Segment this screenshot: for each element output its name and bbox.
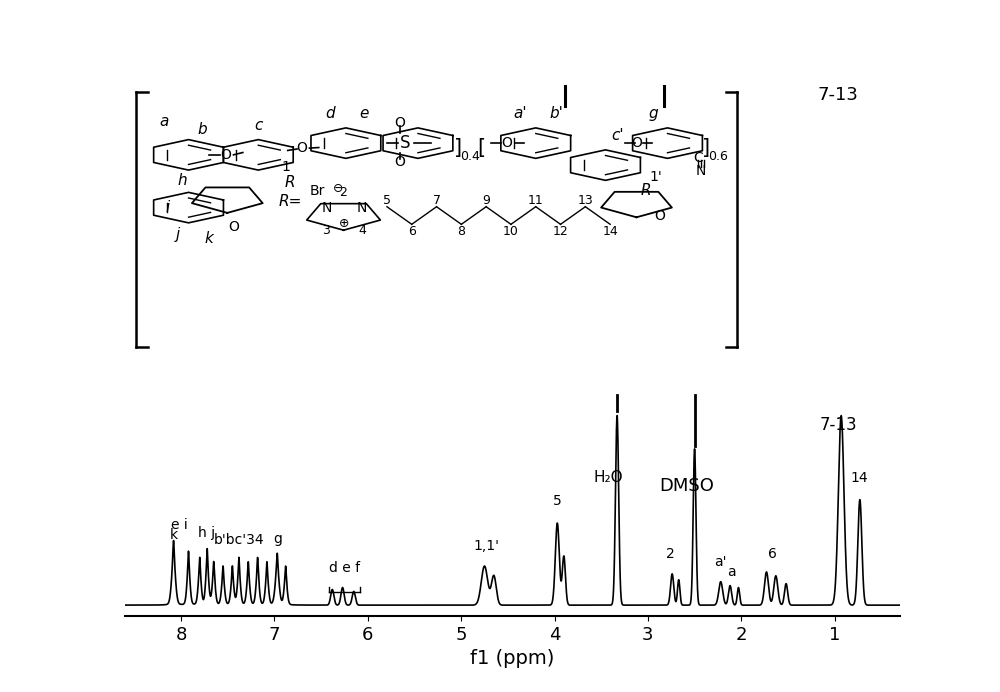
Text: 5: 5 bbox=[553, 494, 562, 509]
Text: 13: 13 bbox=[577, 194, 593, 208]
Text: DMSO: DMSO bbox=[660, 477, 715, 495]
Text: 5: 5 bbox=[383, 194, 391, 208]
X-axis label: f1 (ppm): f1 (ppm) bbox=[470, 649, 555, 668]
Text: j: j bbox=[176, 228, 180, 242]
Text: H₂O: H₂O bbox=[594, 470, 623, 485]
Text: 2: 2 bbox=[340, 185, 347, 199]
Text: g: g bbox=[273, 531, 282, 545]
Text: e i: e i bbox=[171, 518, 188, 532]
Text: 10: 10 bbox=[503, 225, 519, 238]
Text: a: a bbox=[728, 565, 736, 579]
Text: 7: 7 bbox=[433, 194, 441, 208]
Text: O: O bbox=[395, 116, 406, 129]
Text: g: g bbox=[649, 107, 658, 121]
Text: d e f: d e f bbox=[329, 561, 360, 575]
Text: C: C bbox=[694, 151, 703, 165]
Text: k: k bbox=[169, 527, 178, 542]
Text: N: N bbox=[696, 164, 706, 178]
Text: i: i bbox=[166, 200, 170, 215]
Text: 11: 11 bbox=[528, 194, 544, 208]
Text: O: O bbox=[395, 155, 406, 169]
Text: 14: 14 bbox=[602, 225, 618, 238]
Text: a: a bbox=[159, 113, 168, 129]
Text: O: O bbox=[220, 148, 231, 162]
Text: e: e bbox=[359, 107, 368, 121]
Text: b: b bbox=[198, 122, 207, 138]
Text: R: R bbox=[640, 183, 651, 197]
Text: a': a' bbox=[714, 555, 727, 569]
Text: c': c' bbox=[612, 128, 624, 143]
Text: b': b' bbox=[549, 107, 563, 121]
Text: 9: 9 bbox=[482, 194, 490, 208]
Text: R=: R= bbox=[278, 194, 302, 209]
Text: ⊕: ⊕ bbox=[339, 217, 350, 230]
Text: c: c bbox=[254, 118, 262, 133]
Text: [: [ bbox=[477, 138, 486, 158]
Text: 3: 3 bbox=[323, 224, 330, 237]
Text: 12: 12 bbox=[553, 225, 568, 238]
Text: 0.6: 0.6 bbox=[708, 149, 728, 163]
Text: S: S bbox=[400, 134, 411, 152]
Text: O: O bbox=[228, 219, 239, 234]
Text: 1,1': 1,1' bbox=[473, 539, 499, 554]
Text: a': a' bbox=[513, 107, 527, 121]
Text: 7-13: 7-13 bbox=[820, 416, 857, 434]
Text: O: O bbox=[502, 136, 513, 150]
Text: 0.4: 0.4 bbox=[460, 149, 480, 163]
Text: h j: h j bbox=[198, 526, 215, 540]
Text: 7-13: 7-13 bbox=[818, 86, 858, 104]
Text: R: R bbox=[285, 175, 295, 190]
Text: O: O bbox=[654, 208, 665, 223]
Text: Br: Br bbox=[310, 185, 325, 199]
Text: k: k bbox=[204, 231, 213, 246]
Text: d: d bbox=[326, 107, 335, 121]
Text: N: N bbox=[321, 201, 332, 215]
Text: 6: 6 bbox=[408, 225, 416, 238]
Text: N: N bbox=[357, 201, 367, 215]
Text: 14: 14 bbox=[850, 471, 868, 485]
Text: ]: ] bbox=[702, 138, 710, 158]
Text: O: O bbox=[296, 141, 307, 155]
Text: 1': 1' bbox=[650, 170, 662, 184]
Text: 4: 4 bbox=[358, 224, 366, 237]
Text: 2: 2 bbox=[666, 547, 675, 561]
Text: h: h bbox=[178, 173, 187, 188]
Text: 8: 8 bbox=[457, 225, 465, 238]
Text: 1: 1 bbox=[282, 160, 291, 174]
Text: ]: ] bbox=[454, 138, 462, 158]
Text: b'bc'34: b'bc'34 bbox=[214, 534, 264, 547]
Text: ⊖: ⊖ bbox=[333, 182, 343, 195]
Text: O: O bbox=[631, 136, 642, 150]
Text: 6: 6 bbox=[768, 547, 777, 561]
